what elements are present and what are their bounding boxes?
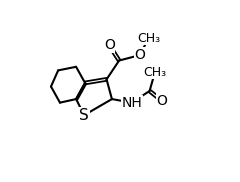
Text: O: O <box>157 94 168 108</box>
Text: CH₃: CH₃ <box>143 66 167 79</box>
Text: O: O <box>134 48 145 62</box>
Text: NH: NH <box>121 96 142 110</box>
Text: S: S <box>79 108 89 123</box>
Text: O: O <box>104 38 115 52</box>
Text: CH₃: CH₃ <box>137 32 160 45</box>
